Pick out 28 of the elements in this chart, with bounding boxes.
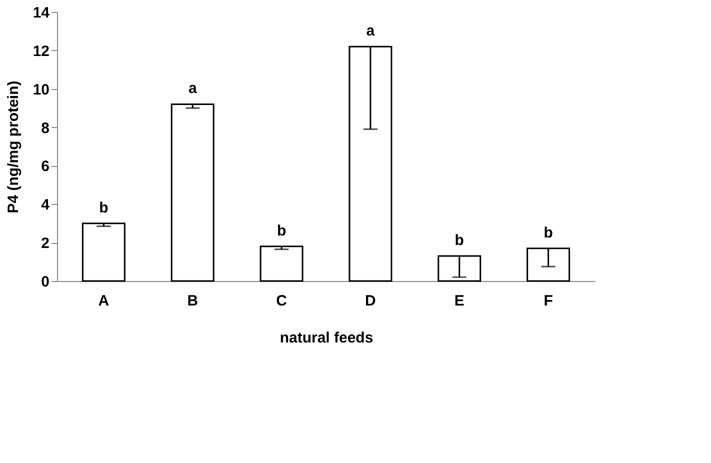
bar [82, 222, 126, 282]
y-tick-label: 6 [41, 158, 50, 176]
annotation: b [454, 232, 464, 250]
annotation: b [276, 222, 286, 240]
bar [170, 103, 214, 282]
bar [438, 255, 482, 282]
x-axis-title: natural feeds [280, 330, 374, 346]
x-tick-label: E [454, 292, 464, 310]
y-tick-label: 10 [32, 81, 50, 98]
y-tick-label: 12 [32, 42, 50, 60]
y-axis-title: P4 (ng/mg protein) [4, 80, 22, 214]
y-tick-label: 14 [32, 4, 50, 22]
annotation: a [188, 80, 198, 98]
x-tick-label: A [98, 292, 110, 310]
y-tick-label: 4 [41, 196, 50, 214]
annotation: b [99, 199, 108, 216]
annotation: a [366, 22, 376, 40]
x-tick-label: F [544, 292, 553, 310]
bar [348, 46, 392, 282]
annotation: b [544, 224, 553, 242]
x-tick-label: C [276, 292, 288, 310]
x-tick-label: B [187, 292, 198, 310]
y-tick-label: 2 [41, 235, 50, 252]
x-tick-label: D [365, 292, 376, 310]
bar [260, 246, 304, 282]
bar [526, 248, 570, 282]
y-tick-label: 8 [41, 120, 50, 137]
y-tick-label: 0 [41, 274, 50, 290]
